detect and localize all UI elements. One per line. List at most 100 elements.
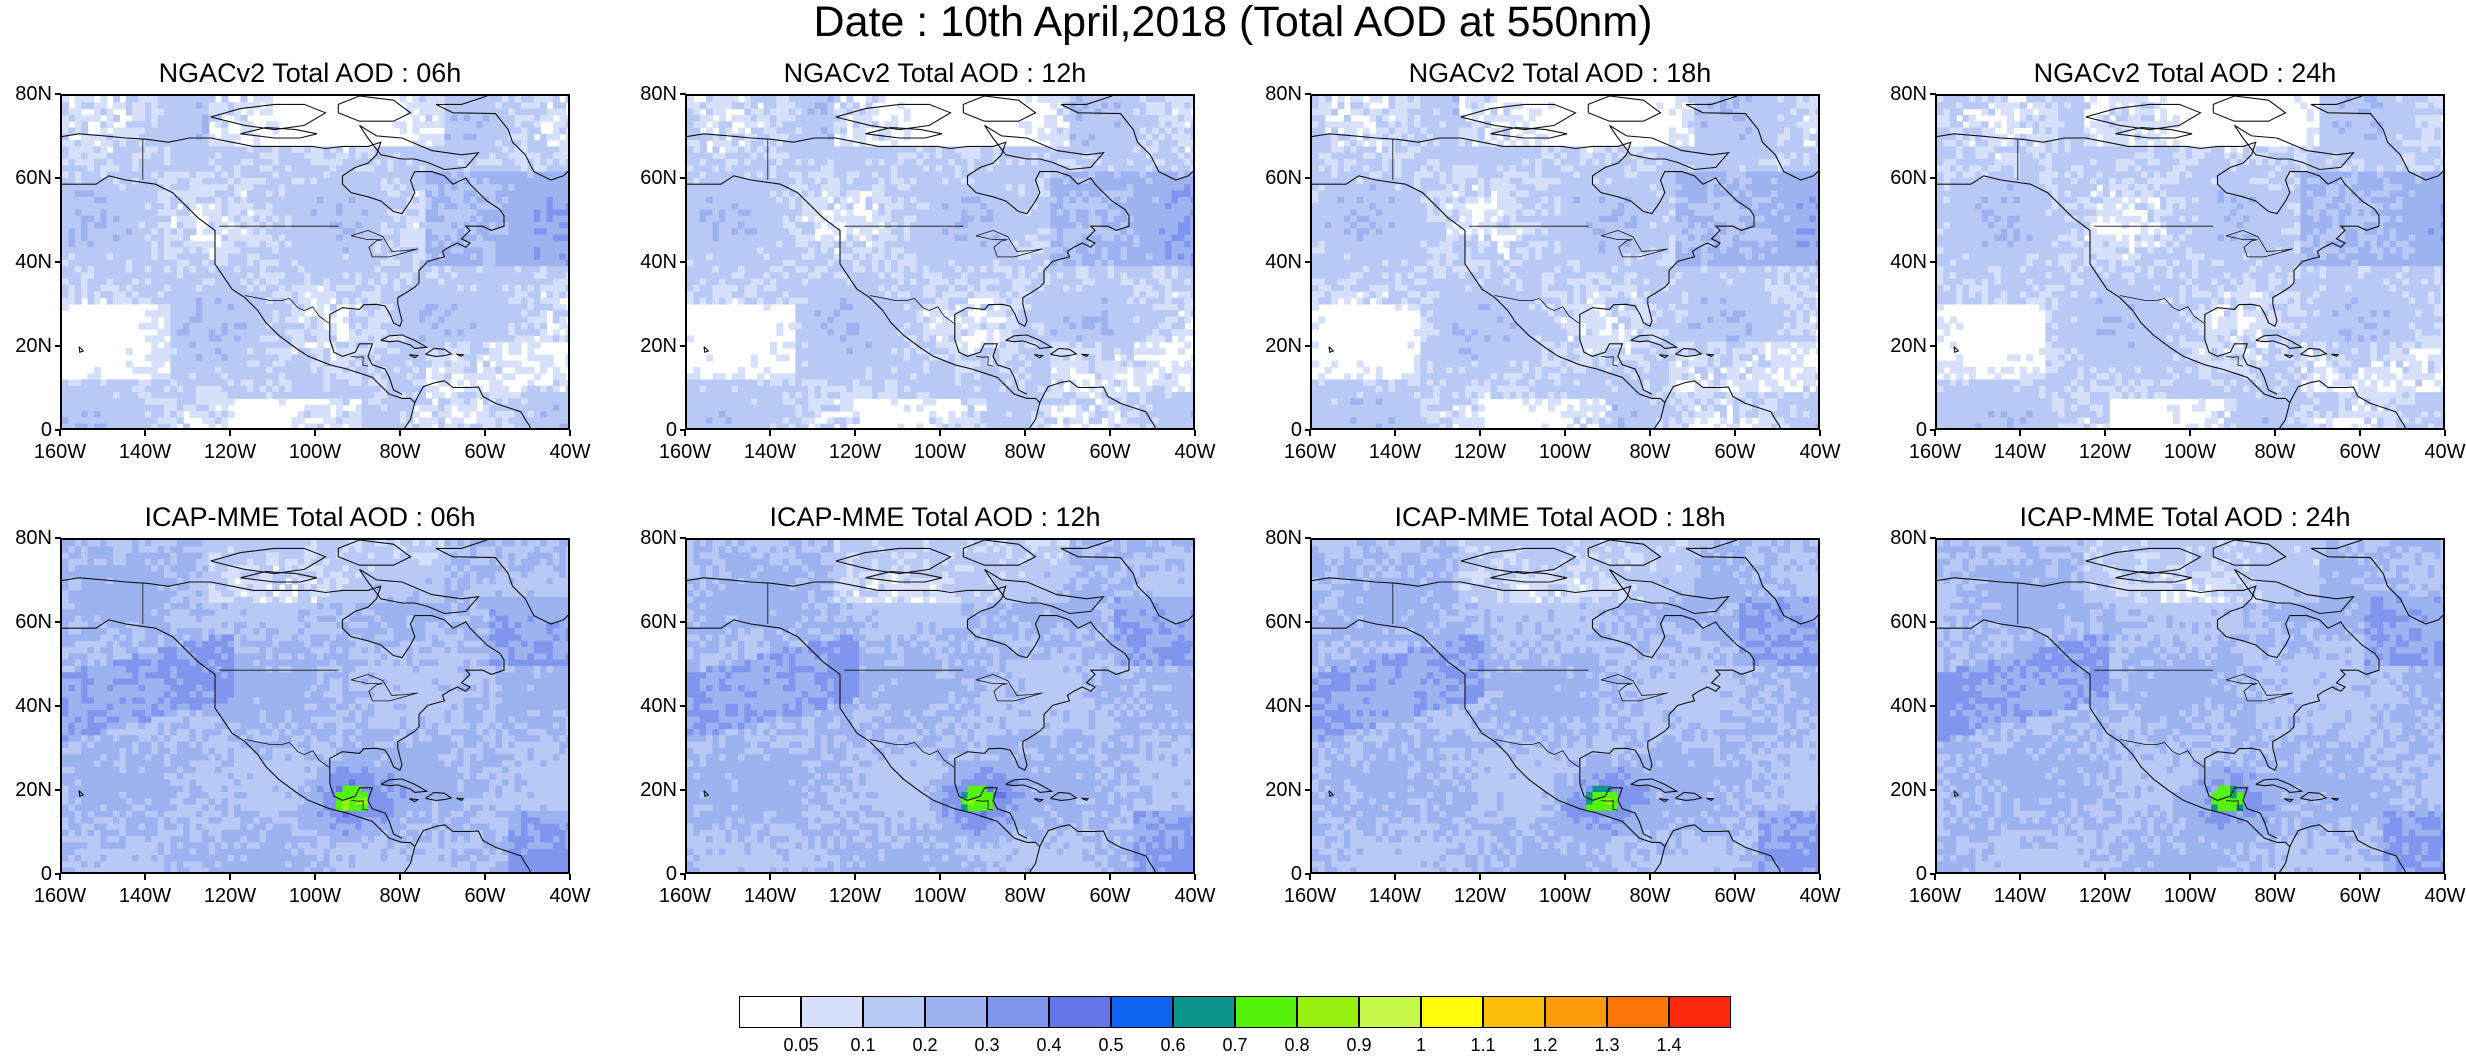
longitude-tick-label: 80W bbox=[1615, 886, 1685, 906]
longitude-tick-label: 120W bbox=[820, 886, 890, 906]
longitude-tick-label: 140W bbox=[735, 442, 805, 462]
aod-field bbox=[1937, 96, 2443, 428]
longitude-tick-label: 40W bbox=[535, 442, 605, 462]
coastline bbox=[456, 353, 465, 358]
coastline bbox=[2283, 798, 2295, 803]
country-border bbox=[2225, 800, 2244, 811]
latitude-tick-label: 0 bbox=[0, 864, 52, 884]
latitude-tick-label: 60N bbox=[625, 168, 677, 188]
coastline bbox=[78, 790, 85, 797]
coastline bbox=[1312, 577, 1755, 839]
latitude-tick-label: 60N bbox=[1875, 612, 1927, 632]
colorbar-label: 1 bbox=[1391, 1036, 1451, 1054]
longitude-tick bbox=[2019, 874, 2021, 880]
longitude-tick bbox=[314, 430, 316, 436]
longitude-tick-label: 100W bbox=[2155, 442, 2225, 462]
coastline bbox=[2289, 380, 2406, 428]
latitude-tick-label: 20N bbox=[625, 336, 677, 356]
longitude-tick bbox=[1109, 874, 1111, 880]
colorbar-label: 0.9 bbox=[1329, 1036, 1389, 1054]
longitude-tick bbox=[59, 874, 61, 880]
country-border bbox=[975, 229, 1043, 258]
longitude-tick bbox=[144, 874, 146, 880]
coastline bbox=[337, 96, 412, 122]
longitude-tick bbox=[1564, 874, 1566, 880]
aod-field bbox=[1937, 540, 2443, 872]
latitude-tick bbox=[1305, 261, 1311, 263]
colorbar-swatch bbox=[863, 996, 925, 1028]
longitude-tick bbox=[314, 874, 316, 880]
longitude-tick-label: 120W bbox=[195, 886, 265, 906]
latitude-tick bbox=[1305, 93, 1311, 95]
aod-field bbox=[62, 540, 568, 872]
latitude-tick bbox=[1305, 345, 1311, 347]
latitude-tick-label: 20N bbox=[0, 780, 52, 800]
longitude-tick bbox=[569, 874, 571, 880]
coastline bbox=[2234, 124, 2355, 171]
coastline bbox=[1312, 175, 1666, 428]
country-border bbox=[350, 673, 418, 702]
longitude-tick-label: 40W bbox=[1785, 886, 1855, 906]
longitude-tick bbox=[1934, 430, 1936, 436]
coastline bbox=[1039, 824, 1156, 872]
coastline bbox=[1706, 353, 1715, 358]
coastline bbox=[1937, 619, 2291, 872]
colorbar-swatch bbox=[1173, 996, 1235, 1028]
colorbar-label: 0.1 bbox=[833, 1036, 893, 1054]
longitude-tick-label: 40W bbox=[1160, 442, 1230, 462]
coastline bbox=[1609, 568, 1730, 615]
coastline bbox=[1685, 96, 1818, 181]
coastline bbox=[1328, 790, 1335, 797]
latitude-tick bbox=[1930, 345, 1936, 347]
colorbar-swatch bbox=[1483, 996, 1545, 1028]
longitude-tick-label: 40W bbox=[535, 886, 605, 906]
coastline bbox=[1664, 824, 1781, 872]
longitude-tick bbox=[2104, 430, 2106, 436]
country-border bbox=[1600, 229, 1668, 258]
latitude-tick-label: 0 bbox=[1875, 420, 1927, 440]
coastline bbox=[1664, 380, 1781, 428]
aod-map bbox=[60, 94, 570, 430]
coastline bbox=[2085, 103, 2202, 131]
coastline bbox=[687, 577, 1130, 839]
longitude-tick-label: 100W bbox=[1530, 442, 1600, 462]
latitude-tick bbox=[55, 873, 61, 875]
colorbar-swatch bbox=[1235, 996, 1297, 1028]
panel-title: NGACv2 Total AOD : 06h bbox=[0, 56, 620, 90]
latitude-tick-label: 20N bbox=[1250, 780, 1302, 800]
latitude-tick-label: 80N bbox=[625, 84, 677, 104]
latitude-tick bbox=[680, 705, 686, 707]
latitude-tick-label: 0 bbox=[625, 420, 677, 440]
latitude-tick-label: 60N bbox=[1250, 612, 1302, 632]
longitude-tick-label: 40W bbox=[2410, 886, 2466, 906]
latitude-tick bbox=[55, 621, 61, 623]
latitude-tick-label: 80N bbox=[625, 528, 677, 548]
latitude-tick bbox=[1305, 621, 1311, 623]
aod-map bbox=[685, 538, 1195, 874]
coastline bbox=[2085, 547, 2202, 575]
coastline bbox=[2283, 354, 2295, 359]
latitude-tick bbox=[680, 621, 686, 623]
longitude-tick-label: 60W bbox=[450, 886, 520, 906]
latitude-tick-label: 40N bbox=[1250, 696, 1302, 716]
colorbar-label: 0.7 bbox=[1205, 1036, 1265, 1054]
longitude-tick bbox=[2444, 430, 2446, 436]
longitude-tick-label: 140W bbox=[110, 442, 180, 462]
map-panel: NGACv2 Total AOD : 06h 80N 60N 40N 20N 0 160W 1… bbox=[0, 56, 620, 496]
longitude-tick-label: 160W bbox=[1900, 886, 1970, 906]
longitude-tick bbox=[1734, 874, 1736, 880]
latitude-tick bbox=[55, 261, 61, 263]
colorbar-label: 1.3 bbox=[1577, 1036, 1637, 1054]
colorbar-label: 1.1 bbox=[1453, 1036, 1513, 1054]
coastline bbox=[1328, 346, 1335, 353]
coastline bbox=[865, 570, 943, 583]
colorbar-swatch bbox=[1545, 996, 1607, 1028]
longitude-tick-label: 120W bbox=[195, 442, 265, 462]
coastline bbox=[1033, 798, 1045, 803]
coastline bbox=[1609, 124, 1730, 171]
latitude-tick bbox=[1930, 429, 1936, 431]
longitude-tick-label: 60W bbox=[1075, 886, 1145, 906]
latitude-tick bbox=[55, 177, 61, 179]
longitude-tick-label: 80W bbox=[365, 886, 435, 906]
latitude-tick bbox=[1930, 261, 1936, 263]
